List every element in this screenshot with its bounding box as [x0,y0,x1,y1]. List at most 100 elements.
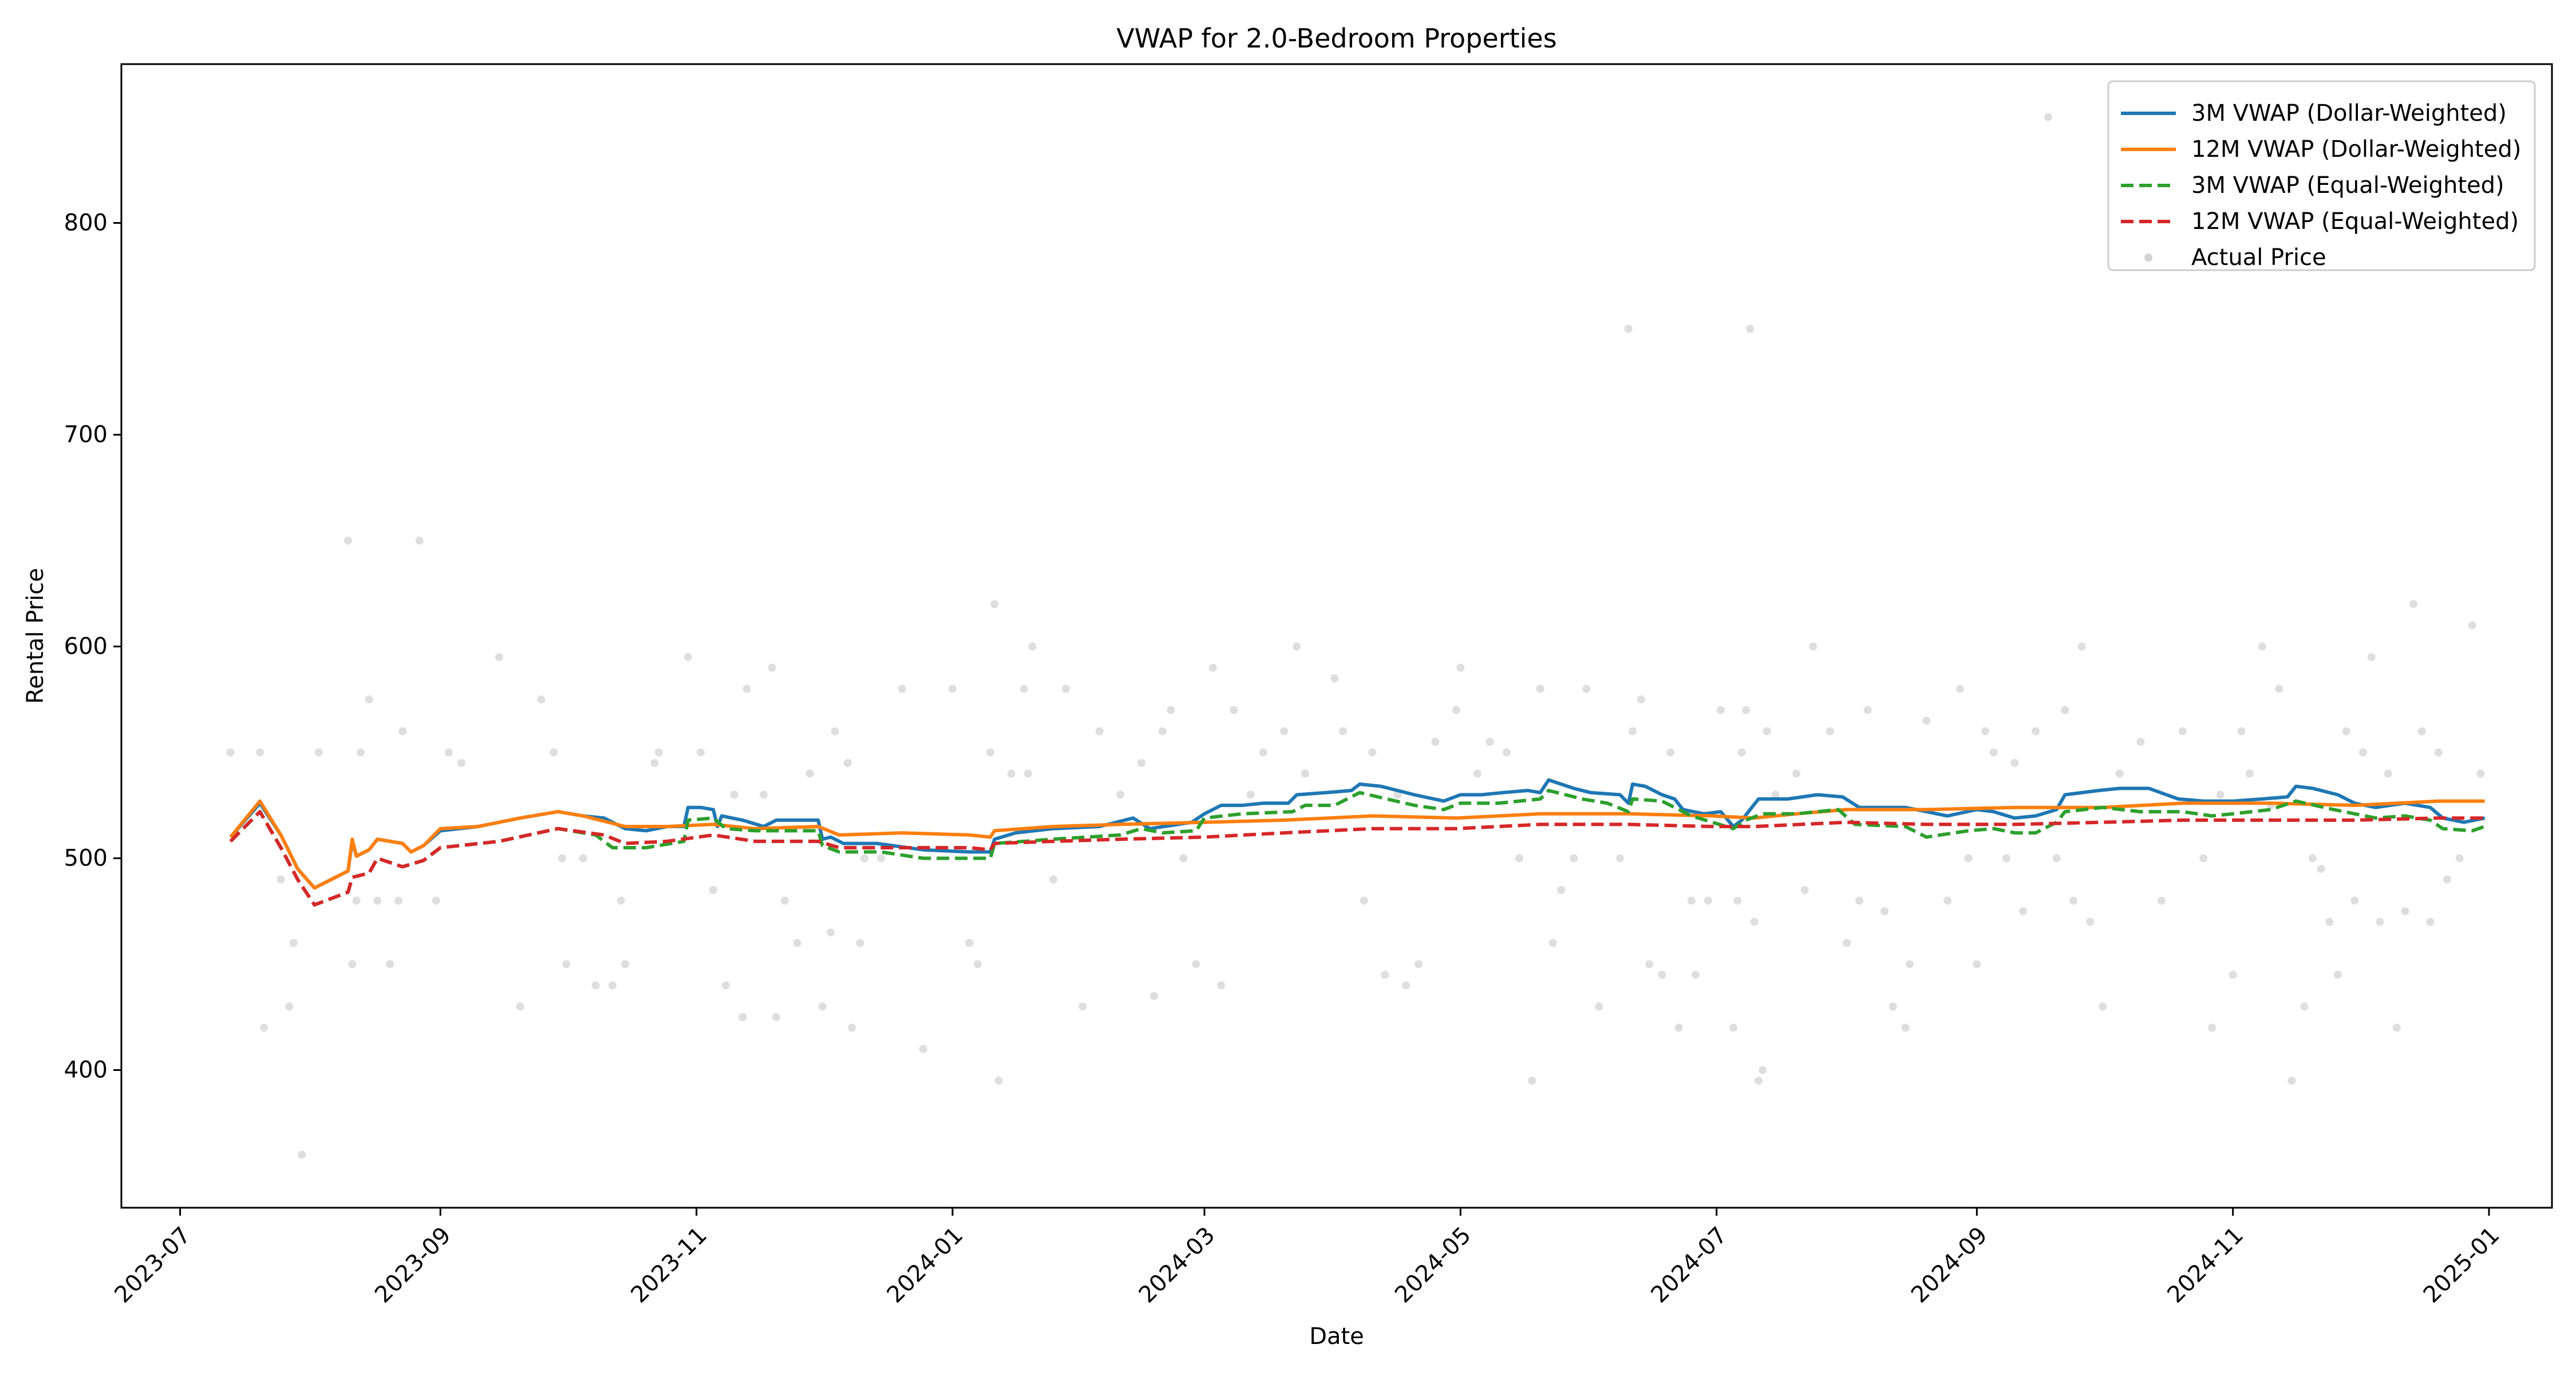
actual-price-point [1981,727,1989,736]
actual-price-point [260,1023,268,1032]
actual-price-point [558,854,566,863]
y-tick-label: 600 [64,634,108,660]
actual-price-point [2435,748,2443,757]
actual-price-point [1217,981,1226,990]
y-tick-label: 700 [64,422,108,448]
actual-price-point [860,854,868,863]
actual-price-point [818,1002,827,1011]
actual-price-point [780,896,789,905]
actual-price-point [1028,642,1037,651]
actual-price-point [398,727,407,736]
actual-price-point [1167,706,1175,714]
legend-label-3: 3M VWAP (Equal-Weighted) [2191,172,2504,199]
actual-price-point [1368,748,1377,757]
actual-price-point [550,748,558,757]
actual-price-point [1629,727,1637,736]
actual-price-point [2342,727,2350,736]
x-axis-label: Date [1309,1323,1364,1350]
legend-box [2107,80,2536,271]
actual-price-point [2061,706,2069,714]
series-line-2 [229,799,2485,890]
actual-price-point [2367,653,2376,661]
actual-price-point [298,1150,306,1159]
actual-price-point [2359,748,2367,757]
actual-price-point [1020,685,1028,693]
actual-price-point [848,1023,856,1032]
actual-price-point [772,1013,780,1021]
actual-price-point [226,748,235,757]
actual-price-point [827,928,835,936]
actual-price-point [1943,896,1951,905]
y-tick-label: 500 [64,845,108,872]
actual-price-point [1137,759,1145,767]
actual-price-point [1192,960,1200,968]
actual-price-point [742,685,751,693]
legend-label-1: 3M VWAP (Dollar-Weighted) [2191,100,2507,126]
actual-price-point [1515,854,1523,863]
actual-price-point [1922,717,1931,725]
actual-price-point [1208,663,1217,672]
actual-price-point [1973,960,1981,968]
actual-price-point [1150,992,1158,1000]
actual-price-point [986,748,994,757]
legend-label-scatter: Actual Price [2191,244,2326,271]
actual-price-point [1280,727,1289,736]
actual-price-point [2409,600,2417,608]
actual-price-point [344,536,352,545]
actual-price-point [2392,1023,2401,1032]
actual-price-point [1301,769,1309,778]
actual-price-point [1570,854,1578,863]
actual-price-point [965,939,974,947]
actual-price-point [1658,971,1666,979]
actual-price-point [1800,886,1809,894]
actual-price-point [1964,854,1973,863]
actual-price-point [650,759,659,767]
actual-price-point [2325,918,2334,926]
actual-price-point [1666,748,1674,757]
actual-price-point [1792,769,1800,778]
actual-price-point [2002,854,2010,863]
actual-price-point [2178,727,2187,736]
actual-price-point [2258,642,2266,651]
actual-price-point [1901,1023,1910,1032]
scatter-layer [226,113,2485,1159]
actual-price-point [289,939,298,947]
actual-price-point [1595,1002,1603,1011]
actual-price-point [1906,960,1914,968]
y-tick-label: 400 [64,1057,108,1084]
actual-price-point [1456,663,1465,672]
actual-price-point [1116,790,1125,799]
actual-price-point [285,1002,294,1011]
actual-price-point [1528,1077,1536,1085]
actual-price-point [276,875,285,884]
actual-price-point [949,685,957,693]
actual-price-point [1771,790,1780,799]
actual-price-point [621,960,629,968]
actual-price-point [994,1077,1003,1085]
actual-price-point [1557,886,1566,894]
actual-price-point [2476,769,2485,778]
actual-price-point [609,981,617,990]
actual-price-point [1293,642,1301,651]
actual-price-point [2010,759,2019,767]
actual-price-point [1880,907,1888,915]
actual-price-point [1548,939,1557,947]
actual-price-point [1888,1002,1897,1011]
actual-price-point [1729,1023,1737,1032]
actual-price-point [1246,790,1255,799]
actual-price-point [1360,896,1368,905]
actual-price-point [1616,854,1624,863]
legend: 3M VWAP (Dollar-Weighted) 12M VWAP (Dolla… [2107,80,2536,271]
actual-price-point [1826,727,1834,736]
actual-price-point [2287,1077,2296,1085]
actual-price-point [617,896,625,905]
legend-label-2: 12M VWAP (Dollar-Weighted) [2191,136,2521,163]
actual-price-point [1415,960,1423,968]
actual-price-point [314,748,323,757]
actual-price-point [537,695,546,703]
actual-price-point [831,727,839,736]
actual-price-point [1637,695,1645,703]
actual-price-point [1763,727,1771,736]
actual-price-point [2069,896,2077,905]
